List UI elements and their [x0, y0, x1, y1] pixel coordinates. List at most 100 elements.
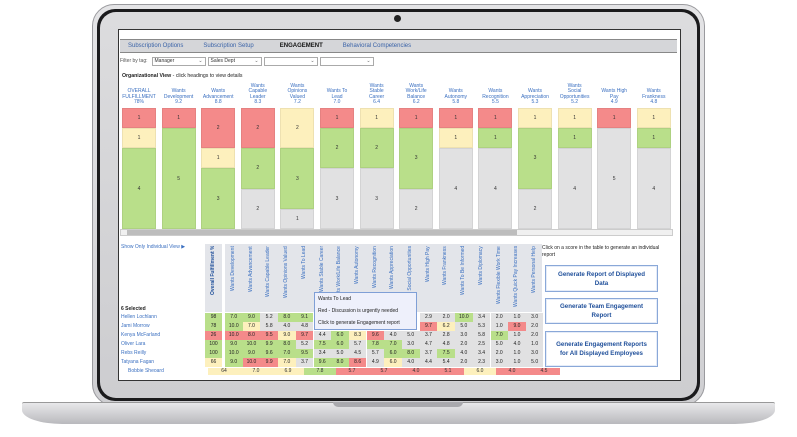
score-cell[interactable]: 9.5 — [260, 331, 278, 340]
column-heading[interactable]: Wants High Pay 4.9 — [594, 84, 634, 106]
summary-cell[interactable]: 6.9 — [272, 368, 304, 375]
column-heading[interactable]: Wants Autonomy 5.8 — [436, 84, 476, 106]
table-column-header[interactable]: Wants To Lead — [300, 246, 307, 280]
score-cell[interactable]: 8.3 — [348, 331, 367, 340]
score-cell[interactable]: 9.5 — [295, 349, 314, 358]
bar-segment[interactable]: 1 — [557, 108, 592, 129]
score-cell[interactable]: 5.0 — [490, 340, 508, 349]
score-cell[interactable]: 1.0 — [508, 313, 526, 322]
score-cell[interactable]: 2.0 — [525, 322, 544, 331]
score-cell[interactable]: 6.0 — [384, 349, 402, 358]
scrollbar-thumb[interactable] — [127, 230, 517, 235]
bar-segment[interactable]: 2 — [518, 188, 552, 229]
summary-cell[interactable]: 4.0 — [496, 368, 528, 375]
score-cell[interactable]: 3.0 — [490, 358, 508, 367]
bar-segment[interactable]: 1 — [597, 108, 632, 129]
table-column-header[interactable]: Wants Advancement — [247, 246, 254, 292]
score-cell[interactable]: 5.4 — [437, 358, 455, 367]
employee-name[interactable]: Jami Morrow — [121, 323, 150, 329]
bar-segment[interactable]: 1 — [557, 128, 592, 149]
score-cell[interactable]: 6.2 — [437, 322, 455, 331]
score-cell[interactable]: 9.6 — [366, 331, 385, 340]
score-cell[interactable]: 3.7 — [295, 358, 314, 367]
score-cell[interactable]: 9.7 — [295, 331, 314, 340]
score-cell[interactable]: 9.1 — [295, 313, 314, 322]
score-cell[interactable]: 4.8 — [437, 340, 455, 349]
score-cell[interactable]: 8.0 — [402, 349, 420, 358]
score-cell[interactable]: 9.9 — [260, 358, 278, 367]
bar-segment[interactable]: 4 — [478, 148, 513, 229]
bar-segment[interactable]: 4 — [122, 148, 156, 229]
bar-segment[interactable]: 1 — [518, 108, 552, 129]
score-cell[interactable]: 10.0 — [225, 331, 243, 340]
table-column-header[interactable]: Wants Flexible Work Time — [495, 246, 502, 304]
score-cell[interactable]: 2.9 — [419, 313, 438, 322]
summary-cell[interactable]: 4.0 — [400, 368, 432, 375]
generate-all-reports-button[interactable]: Generate Engagement Reports for All Disp… — [545, 331, 658, 367]
score-cell[interactable]: 7.0 — [278, 358, 296, 367]
table-column-header[interactable]: Wants Quick Pay Increases — [513, 246, 520, 308]
bar-segment[interactable]: 4 — [438, 148, 473, 229]
score-cell[interactable]: 7.0 — [490, 331, 508, 340]
bar-segment[interactable]: 2 — [399, 188, 434, 229]
score-cell[interactable]: 8.0 — [242, 331, 261, 340]
score-cell[interactable]: 2.0 — [437, 313, 455, 322]
column-heading[interactable]: Wants Advancement 8.8 — [198, 84, 238, 106]
score-cell[interactable]: 1.0 — [508, 349, 526, 358]
score-cell[interactable]: 5.8 — [472, 331, 491, 340]
summary-row-name[interactable]: Bobbie Sheoard — [128, 368, 164, 374]
bar-segment[interactable]: 3 — [201, 168, 236, 229]
bar-segment[interactable]: 3 — [518, 128, 552, 189]
score-cell[interactable]: 10.0 — [242, 340, 261, 349]
score-cell[interactable]: 9.9 — [260, 340, 278, 349]
bar-segment[interactable]: 5 — [161, 128, 196, 229]
score-cell[interactable]: 2.0 — [525, 331, 544, 340]
table-column-header[interactable]: Wants Diplomacy — [477, 246, 484, 285]
employee-name[interactable]: Hellen Lochlann — [121, 314, 157, 320]
bar-segment[interactable]: 1 — [438, 128, 473, 149]
score-cell[interactable]: 6.0 — [331, 340, 349, 349]
score-cell[interactable]: 5.0 — [331, 349, 349, 358]
score-cell[interactable]: 5.0 — [525, 358, 544, 367]
table-column-header[interactable]: Wants High Pay — [424, 246, 431, 282]
score-cell[interactable]: 7.0 — [384, 340, 402, 349]
employee-name[interactable]: Rebs Reilly — [121, 350, 147, 356]
column-heading[interactable]: OVERALL FULFILLMENT 78% — [119, 84, 159, 106]
column-heading[interactable]: Wants Appreciation 5.3 — [515, 84, 555, 106]
bar-segment[interactable]: 1 — [438, 108, 473, 129]
filter-select-4[interactable]: ⌄ — [319, 56, 374, 66]
score-cell[interactable]: 9.6 — [260, 349, 278, 358]
score-cell[interactable]: 1.0 — [490, 322, 508, 331]
bar-segment[interactable]: 1 — [399, 108, 434, 129]
column-heading[interactable]: Wants Stable Career 6.4 — [357, 83, 397, 106]
score-cell[interactable]: 2.0 — [455, 358, 473, 367]
score-cell[interactable]: 1.0 — [525, 340, 544, 349]
score-cell[interactable]: 10.0 — [225, 349, 243, 358]
score-cell[interactable]: 9.0 — [242, 349, 261, 358]
score-cell[interactable]: 9.6 — [313, 358, 331, 367]
bar-segment[interactable]: 2 — [240, 188, 275, 229]
table-column-header[interactable]: Wants To Be Informed — [460, 246, 467, 296]
score-cell[interactable]: 3.4 — [472, 349, 491, 358]
score-cell[interactable]: 2.0 — [490, 313, 508, 322]
column-heading[interactable]: Wants Development 9.2 — [159, 84, 199, 106]
score-cell[interactable]: 3.7 — [419, 349, 438, 358]
score-cell[interactable]: 66 — [205, 358, 222, 367]
score-cell[interactable]: 5.7 — [348, 340, 367, 349]
score-cell[interactable]: 4.0 — [508, 340, 526, 349]
score-cell[interactable]: 9.0 — [508, 322, 526, 331]
score-cell[interactable]: 5.0 — [455, 322, 473, 331]
bar-segment[interactable]: 1 — [280, 208, 315, 229]
score-cell[interactable]: 2.0 — [455, 340, 473, 349]
bar-segment[interactable]: 3 — [359, 168, 394, 229]
score-cell[interactable]: 5.8 — [260, 322, 278, 331]
column-heading[interactable]: Wants Capable Leader 8.3 — [238, 83, 278, 106]
score-cell[interactable]: 6.0 — [384, 358, 402, 367]
score-cell[interactable]: 5.2 — [295, 340, 314, 349]
column-heading[interactable]: Wants Social Opportunities 5.2 — [555, 83, 595, 106]
bar-segment[interactable]: 1 — [122, 128, 156, 149]
score-cell[interactable]: 9.0 — [242, 313, 261, 322]
